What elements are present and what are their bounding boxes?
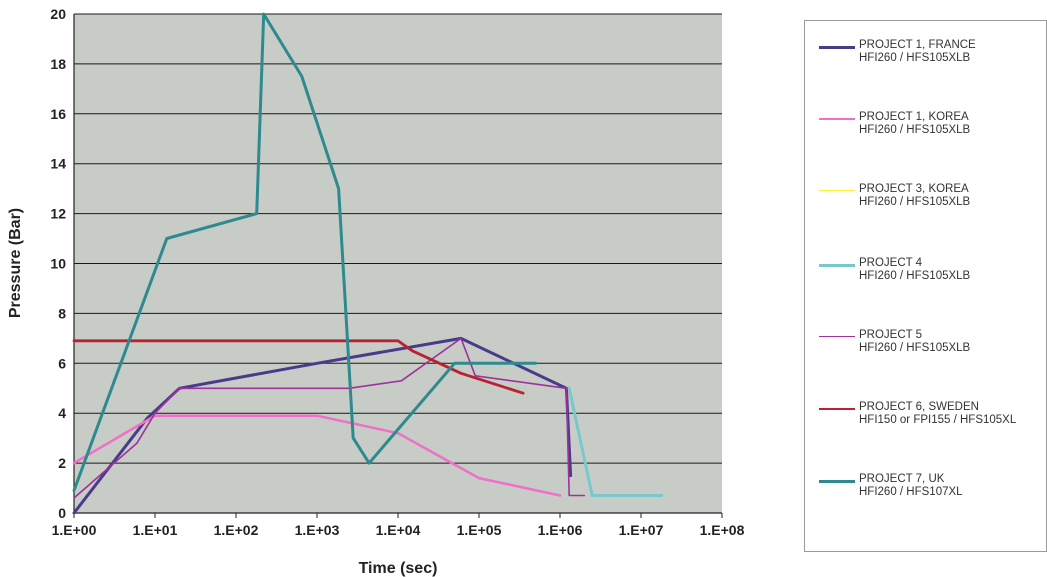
- legend-item-project-1-france: PROJECT 1, FRANCE HFI260 / HFS105XLB: [819, 39, 1044, 79]
- legend-detail: HFI260 / HFS105XLB: [859, 196, 971, 208]
- x-axis-label: Time (sec): [359, 560, 438, 577]
- x-tick-label: 1.E+08: [700, 522, 745, 538]
- series-line-project-5: [73, 337, 586, 499]
- series-line-project-7-uk: [72, 12, 538, 492]
- legend-label: PROJECT 4: [859, 257, 923, 269]
- y-tick-label: 20: [50, 6, 66, 22]
- legend-item-project-7-uk: PROJECT 7, UK HFI260 / HFS107XL: [819, 473, 1044, 513]
- y-axis-label: Pressure (Bar): [7, 208, 24, 318]
- legend-detail: HFI260 / HFS105XLB: [859, 270, 971, 282]
- legend-swatch: [819, 264, 855, 267]
- legend-label: PROJECT 5: [859, 329, 923, 341]
- x-tick-label: 1.E+02: [214, 522, 259, 538]
- y-tick-label: 8: [58, 305, 66, 321]
- series-line-project-1-korea: [72, 414, 562, 497]
- legend: PROJECT 1, FRANCE HFI260 / HFS105XLB PRO…: [804, 20, 1047, 552]
- x-tick-label: 1.E+06: [538, 522, 583, 538]
- legend-detail: HFI260 / HFS105XLB: [859, 124, 971, 136]
- legend-swatch: [819, 480, 855, 483]
- y-tick-label: 18: [50, 56, 66, 72]
- legend-detail: HFI260 / HFS107XL: [859, 486, 963, 498]
- legend-swatch: [819, 46, 855, 49]
- y-tick-label: 16: [50, 106, 66, 122]
- y-tick-label: 6: [58, 355, 66, 371]
- series-line-project-4: [567, 386, 664, 497]
- y-tick-label: 0: [58, 505, 66, 521]
- legend-detail: HFI260 / HFS105XLB: [859, 52, 971, 64]
- legend-swatch: [819, 118, 855, 120]
- y-tick-labels: 0 2 4 6 8 10 12 14 16 18 20: [50, 6, 66, 521]
- y-tick-label: 4: [58, 405, 66, 421]
- legend-item-project-5: PROJECT 5 HFI260 / HFS105XLB: [819, 329, 1044, 369]
- y-tick-label: 12: [50, 206, 66, 222]
- legend-swatch: [819, 336, 855, 337]
- legend-detail: HFI150 or FPI155 / HFS105XL: [859, 414, 1017, 426]
- y-tick-label: 14: [50, 156, 66, 172]
- legend-detail: HFI260 / HFS105XLB: [859, 342, 971, 354]
- y-tick-label: 2: [58, 455, 66, 471]
- x-tick-label: 1.E+04: [376, 522, 421, 538]
- legend-label: PROJECT 1, FRANCE: [859, 39, 976, 51]
- x-tick-label: 1.E+07: [619, 522, 664, 538]
- legend-label: PROJECT 3, KOREA: [859, 183, 969, 195]
- legend-item-project-1-korea: PROJECT 1, KOREA HFI260 / HFS105XLB: [819, 111, 1044, 151]
- gridlines: [74, 13, 722, 464]
- legend-item-project-4: PROJECT 4 HFI260 / HFS105XLB: [819, 257, 1044, 297]
- series-line-project-6-sweden: [72, 339, 525, 395]
- x-tick-labels: 1.E+00 1.E+01 1.E+02 1.E+03 1.E+04 1.E+05 1.E+…: [52, 513, 745, 538]
- y-tick-label: 10: [50, 256, 66, 272]
- legend-swatch: [819, 190, 855, 191]
- series-lines: [72, 12, 664, 515]
- x-tick-label: 1.E+00: [52, 522, 97, 538]
- legend-swatch: [819, 408, 855, 410]
- x-tick-label: 1.E+03: [295, 522, 340, 538]
- legend-label: PROJECT 1, KOREA: [859, 111, 969, 123]
- x-tick-label: 1.E+05: [457, 522, 502, 538]
- x-tick-label: 1.E+01: [133, 522, 178, 538]
- legend-item-project-6-sweden: PROJECT 6, SWEDEN HFI150 or FPI155 / HFS…: [819, 401, 1044, 441]
- legend-label: PROJECT 6, SWEDEN: [859, 401, 979, 413]
- legend-label: PROJECT 7, UK: [859, 473, 945, 485]
- legend-item-project-3-korea: PROJECT 3, KOREA HFI260 / HFS105XLB: [819, 183, 1044, 223]
